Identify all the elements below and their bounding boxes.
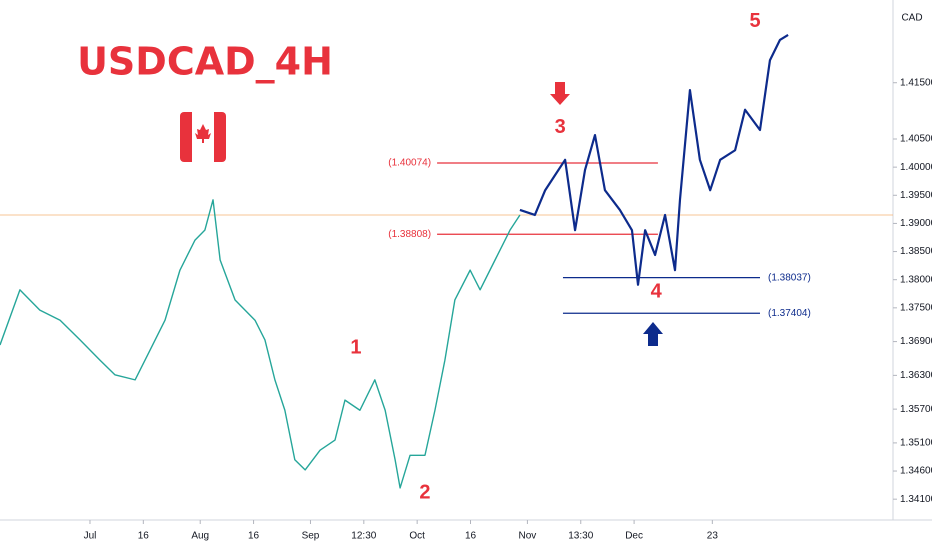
- y-tick-label: 1.39000: [900, 218, 932, 229]
- x-tick-label: 13:30: [568, 531, 593, 542]
- level-label: (1.38808): [388, 229, 431, 240]
- x-tick-label: 16: [248, 531, 260, 542]
- flag: [180, 112, 226, 162]
- level-label: (1.38037): [768, 272, 811, 283]
- price-line: [0, 199, 521, 489]
- x-tick-label: Nov: [519, 531, 537, 542]
- wave-label: 5: [749, 10, 760, 32]
- y-tick-label: 1.40000: [900, 162, 932, 173]
- y-tick-label: 1.39500: [900, 190, 932, 201]
- x-tick-label: 23: [707, 531, 719, 542]
- currency-label: CAD: [901, 13, 922, 24]
- wave-label: 3: [555, 116, 566, 138]
- level-label: (1.37404): [768, 308, 811, 319]
- x-tick-label: Sep: [302, 531, 320, 542]
- up-arrow: [643, 322, 663, 346]
- down-arrow: [550, 82, 570, 105]
- y-tick-label: 1.38500: [900, 246, 932, 257]
- x-tick-label: Aug: [191, 531, 209, 542]
- y-tick-label: 1.36900: [900, 336, 932, 347]
- x-tick-label: Dec: [625, 531, 643, 542]
- x-tick-label: 16: [138, 531, 150, 542]
- y-tick-label: 1.38000: [900, 274, 932, 285]
- wave-label: 2: [419, 481, 430, 503]
- y-tick-label: 1.41500: [900, 77, 932, 88]
- level-label: (1.40074): [388, 158, 431, 169]
- wave-label: 4: [651, 280, 663, 302]
- y-tick-label: 1.36300: [900, 370, 932, 381]
- x-tick-label: Oct: [409, 531, 425, 542]
- chart-title: USDCAD_4H: [77, 40, 333, 84]
- price-line: [519, 33, 789, 286]
- wave-label: 1: [350, 337, 361, 359]
- y-tick-label: 1.34100: [900, 494, 932, 505]
- x-tick-label: 12:30: [351, 531, 376, 542]
- y-tick-label: 1.37500: [900, 302, 932, 313]
- y-tick-label: 1.40500: [900, 134, 932, 145]
- y-tick-label: 1.34600: [900, 466, 932, 477]
- y-tick-label: 1.35700: [900, 404, 932, 415]
- y-tick-label: 1.35100: [900, 438, 932, 449]
- x-tick-label: Jul: [84, 531, 97, 542]
- x-tick-label: 16: [465, 531, 477, 542]
